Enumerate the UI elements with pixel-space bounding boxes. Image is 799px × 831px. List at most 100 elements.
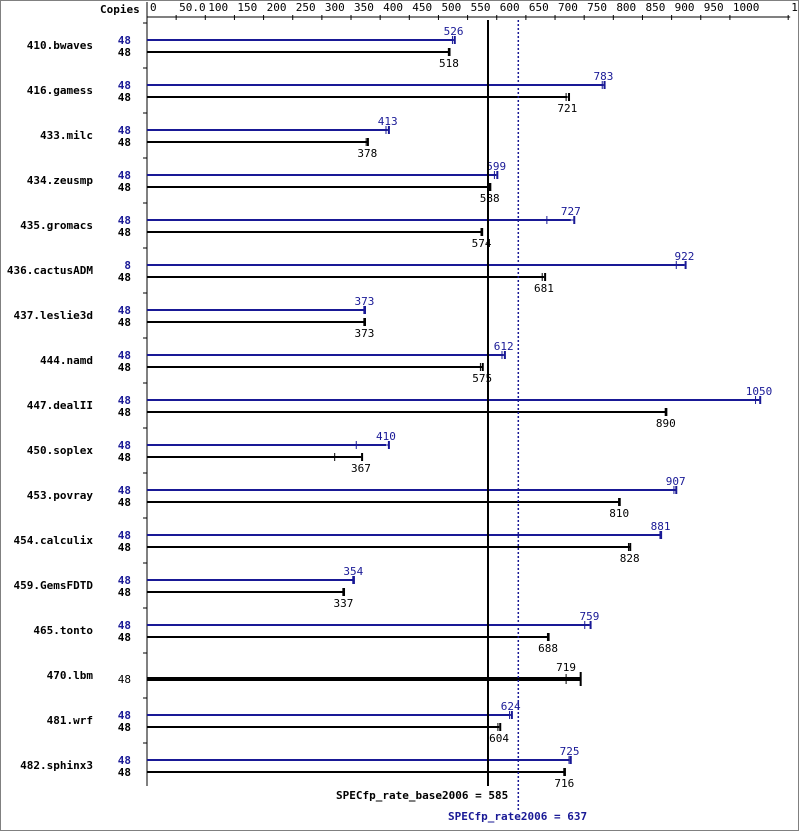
x-tick-label: 350 — [354, 1, 374, 14]
peak-copies: 48 — [118, 124, 131, 137]
base-copies: 48 — [118, 496, 131, 509]
base-copies: 48 — [118, 46, 131, 59]
peak-value-label: 410 — [376, 430, 396, 443]
peak-value-label: 413 — [378, 115, 398, 128]
peak-value-label: 612 — [494, 340, 514, 353]
peak-value-label: 624 — [501, 700, 521, 713]
benchmark-label: 482.sphinx3 — [20, 759, 93, 772]
base-value-label: 810 — [609, 507, 629, 520]
x-tick-label: 800 — [616, 1, 636, 14]
peak-copies: 48 — [118, 439, 131, 452]
x-tick-label: 1000 — [733, 1, 760, 14]
base-value-label: 719 — [556, 661, 576, 674]
x-tick-label: 50.0 — [179, 1, 206, 14]
base-copies: 48 — [118, 451, 131, 464]
peak-value-label: 759 — [579, 610, 599, 623]
benchmark-482-sphinx3: 482.sphinx3 48 725 48 716 — [20, 742, 580, 790]
x-tick-label: 250 — [296, 1, 316, 14]
benchmark-436-cactusADM: 436.cactusADM 8 922 48 681 — [7, 247, 694, 295]
peak-copies: 48 — [118, 709, 131, 722]
x-tick-label: 450 — [412, 1, 432, 14]
base-value-label: 716 — [554, 777, 574, 790]
base-copies: 48 — [118, 406, 131, 419]
peak-copies: 48 — [118, 304, 131, 317]
base-copies: 48 — [118, 541, 131, 554]
peak-copies: 48 — [118, 394, 131, 407]
peak-value-label: 599 — [486, 160, 506, 173]
benchmark-447-dealII: 447.dealII 48 1050 48 890 — [27, 382, 773, 430]
benchmark-label: 416.gamess — [27, 84, 93, 97]
x-tick-label: 100 — [208, 1, 228, 14]
base-copies: 48 — [118, 586, 131, 599]
benchmark-label: 434.zeusmp — [27, 174, 94, 187]
base-value-label: 367 — [351, 462, 371, 475]
x-tick-label: 650 — [529, 1, 549, 14]
x-tick-label: 1100 — [791, 1, 799, 14]
benchmark-label: 465.tonto — [33, 624, 93, 637]
base-value-label: 588 — [480, 192, 500, 205]
benchmark-label: 454.calculix — [14, 534, 94, 547]
peak-copies: 8 — [124, 259, 131, 272]
peak-copies: 48 — [118, 214, 131, 227]
benchmark-label: 437.leslie3d — [14, 309, 93, 322]
base-copies: 48 — [118, 91, 131, 104]
base-copies: 48 — [118, 136, 131, 149]
peak-copies: 48 — [118, 349, 131, 362]
peak-value-label: 922 — [674, 250, 694, 263]
x-tick-label: 0 — [150, 1, 157, 14]
benchmark-label: 453.povray — [27, 489, 94, 502]
x-tick-label: 900 — [675, 1, 695, 14]
x-tick-label: 750 — [587, 1, 607, 14]
peak-value-label: 725 — [560, 745, 580, 758]
benchmark-454-calculix: 454.calculix 48 881 48 828 — [14, 517, 671, 565]
base-value-label: 518 — [439, 57, 459, 70]
benchmark-label: 447.dealII — [27, 399, 93, 412]
x-tick-label: 200 — [267, 1, 287, 14]
peak-value-label: 783 — [593, 70, 613, 83]
base-copies: 48 — [118, 361, 131, 374]
benchmark-rows: 410.bwaves 48 526 48 518 416.gamess 48 783 48 721… — [7, 22, 773, 790]
base-value-label: 688 — [538, 642, 558, 655]
benchmark-label: 470.lbm — [47, 669, 94, 682]
base-value-label: 721 — [557, 102, 577, 115]
benchmark-465-tonto: 465.tonto 48 759 48 688 — [33, 607, 599, 655]
base-copies: 48 — [118, 181, 131, 194]
peak-copies: 48 — [118, 619, 131, 632]
benchmark-470-lbm: 470.lbm 48 719 — [47, 652, 582, 686]
benchmark-label: 459.GemsFDTD — [14, 579, 94, 592]
benchmark-label: 444.namd — [40, 354, 93, 367]
peak-value-label: 373 — [354, 295, 374, 308]
benchmark-459-GemsFDTD: 459.GemsFDTD 48 354 48 337 — [14, 562, 364, 610]
peak-copies: 48 — [118, 574, 131, 587]
peak-value-label: 727 — [561, 205, 581, 218]
base-reference-label: SPECfp_rate_base2006 = 585 — [336, 789, 508, 802]
peak-copies: 48 — [118, 754, 131, 767]
base-copies: 48 — [118, 631, 131, 644]
benchmark-450-soplex: 450.soplex 48 410 48 367 — [27, 427, 396, 475]
base-value-label: 574 — [472, 237, 492, 250]
peak-reference-label: SPECfp_rate2006 = 637 — [448, 810, 587, 823]
peak-copies: 48 — [118, 79, 131, 92]
benchmark-433-milc: 433.milc 48 413 48 378 — [40, 112, 398, 160]
x-tick-label: 550 — [471, 1, 491, 14]
x-tick-label: 850 — [645, 1, 665, 14]
peak-value-label: 907 — [666, 475, 686, 488]
x-tick-label: 600 — [500, 1, 520, 14]
x-tick-label: 950 — [704, 1, 724, 14]
peak-value-label: 1050 — [746, 385, 773, 398]
peak-copies: 48 — [118, 169, 131, 182]
peak-copies: 48 — [118, 484, 131, 497]
peak-copies: 48 — [118, 34, 131, 47]
benchmark-label: 435.gromacs — [20, 219, 93, 232]
x-tick-label: 400 — [383, 1, 403, 14]
benchmark-label: 410.bwaves — [27, 39, 93, 52]
base-value-label: 890 — [656, 417, 676, 430]
peak-value-label: 881 — [651, 520, 671, 533]
benchmark-label: 436.cactusADM — [7, 264, 93, 277]
benchmark-label: 433.milc — [40, 129, 93, 142]
base-value-label: 337 — [333, 597, 353, 610]
x-tick-label: 700 — [558, 1, 578, 14]
x-axis: 0 50.0 100 150 200 250 300 350 400 450 500 550 600 65… — [146, 1, 799, 786]
peak-value-label: 354 — [343, 565, 363, 578]
